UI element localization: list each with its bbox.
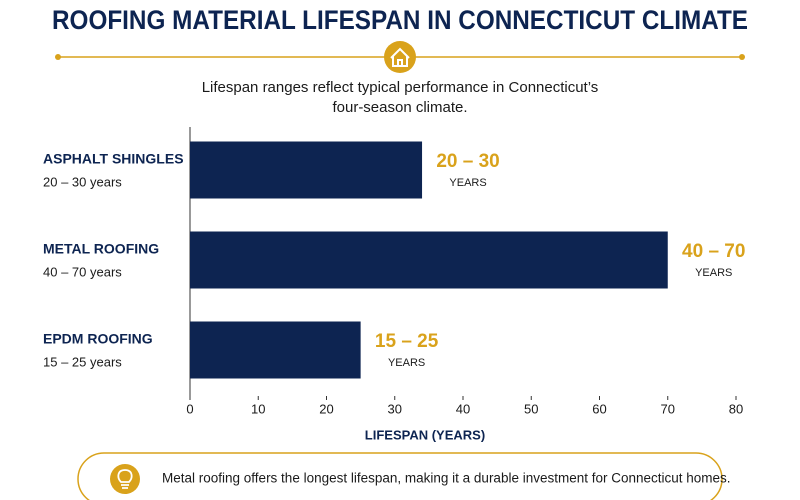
range-label: 15 – 25 <box>375 331 439 352</box>
category-label: EPDM ROOFING <box>43 331 153 347</box>
category-note: 15 – 25 years <box>43 354 122 369</box>
range-unit: YEARS <box>695 267 732 279</box>
bulb-icon-bg <box>110 464 140 494</box>
range-label: 40 – 70 <box>682 241 745 262</box>
bulb-icon <box>117 469 133 489</box>
chart-title: ROOFING MATERIAL LIFESPAN IN CONNECTICUT… <box>52 5 748 35</box>
house-icon <box>390 47 410 67</box>
footer-box <box>77 452 723 500</box>
x-tick-label: 30 <box>388 401 402 416</box>
bar <box>190 231 668 289</box>
range-unit: YEARS <box>449 177 486 189</box>
x-tick-label: 0 <box>186 401 193 416</box>
bar <box>190 141 423 199</box>
category-label: ASPHALT SHINGLES <box>43 151 184 167</box>
x-axis-label: LIFESPAN (YEARS) <box>365 427 485 442</box>
divider-dot <box>55 54 61 60</box>
subtitle: Lifespan ranges reflect typical performa… <box>202 79 599 96</box>
range-unit: YEARS <box>388 357 425 369</box>
x-tick-label: 40 <box>456 401 470 416</box>
x-tick-label: 20 <box>319 401 333 416</box>
x-tick-label: 60 <box>592 401 606 416</box>
x-tick-label: 80 <box>729 401 743 416</box>
range-label: 20 – 30 <box>436 151 499 172</box>
footer-text: Metal roofing offers the longest lifespa… <box>162 471 731 486</box>
category-note: 20 – 30 years <box>43 174 122 189</box>
x-tick-label: 50 <box>524 401 538 416</box>
category-note: 40 – 70 years <box>43 264 122 279</box>
subtitle: four-season climate. <box>332 99 467 116</box>
x-tick-label: 70 <box>661 401 675 416</box>
x-tick-label: 10 <box>251 401 265 416</box>
bar <box>190 321 361 379</box>
house-icon-bg <box>384 41 416 73</box>
divider-dot <box>739 54 745 60</box>
category-label: METAL ROOFING <box>43 241 159 257</box>
